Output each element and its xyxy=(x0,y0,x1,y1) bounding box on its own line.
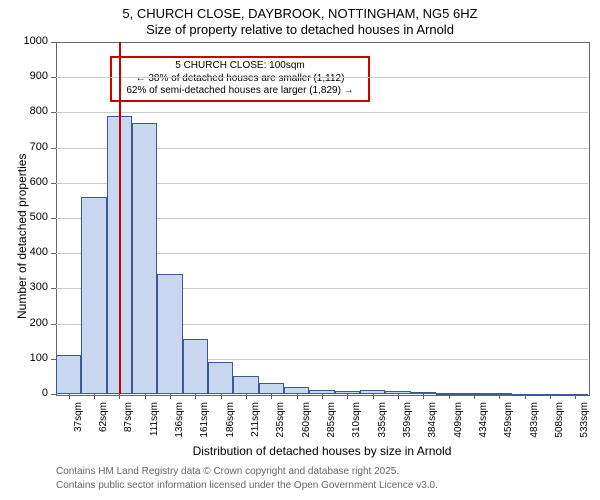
y-tick-label: 300 xyxy=(18,281,48,293)
y-tick-mark xyxy=(51,218,56,219)
x-tick-mark xyxy=(69,394,70,399)
x-tick-mark xyxy=(525,394,526,399)
x-tick-mark xyxy=(195,394,196,399)
x-tick-label: 87sqm xyxy=(123,402,134,446)
gridline xyxy=(56,77,588,78)
x-tick-mark xyxy=(271,394,272,399)
x-tick-label: 508sqm xyxy=(554,402,565,446)
title-line1: 5, CHURCH CLOSE, DAYBROOK, NOTTINGHAM, N… xyxy=(0,6,600,21)
x-tick-label: 111sqm xyxy=(149,402,160,446)
x-tick-mark xyxy=(474,394,475,399)
x-tick-mark xyxy=(398,394,399,399)
x-tick-label: 483sqm xyxy=(529,402,540,446)
y-tick-mark xyxy=(51,288,56,289)
x-tick-label: 285sqm xyxy=(326,402,337,446)
x-tick-mark xyxy=(373,394,374,399)
x-tick-mark xyxy=(322,394,323,399)
y-tick-label: 500 xyxy=(18,211,48,223)
y-tick-label: 400 xyxy=(18,246,48,258)
x-tick-label: 136sqm xyxy=(174,402,185,446)
histogram-bar xyxy=(81,197,106,394)
x-tick-label: 359sqm xyxy=(402,402,413,446)
x-tick-label: 459sqm xyxy=(503,402,514,446)
x-tick-mark xyxy=(449,394,450,399)
x-tick-mark xyxy=(297,394,298,399)
x-tick-label: 211sqm xyxy=(250,402,261,446)
histogram-bar xyxy=(208,362,233,394)
x-tick-label: 37sqm xyxy=(73,402,84,446)
y-tick-mark xyxy=(51,183,56,184)
x-tick-label: 260sqm xyxy=(301,402,312,446)
x-tick-mark xyxy=(499,394,500,399)
chart-container: 5, CHURCH CLOSE, DAYBROOK, NOTTINGHAM, N… xyxy=(0,0,600,500)
y-tick-mark xyxy=(51,77,56,78)
y-tick-mark xyxy=(51,112,56,113)
histogram-bar xyxy=(183,339,208,394)
annotation-line3: 62% of semi-detached houses are larger (… xyxy=(116,85,364,98)
x-tick-label: 335sqm xyxy=(377,402,388,446)
y-tick-label: 800 xyxy=(18,105,48,117)
x-tick-label: 310sqm xyxy=(351,402,362,446)
gridline xyxy=(56,112,588,113)
annotation-box: 5 CHURCH CLOSE: 100sqm ← 38% of detached… xyxy=(110,56,370,102)
x-tick-label: 235sqm xyxy=(275,402,286,446)
y-tick-label: 900 xyxy=(18,70,48,82)
x-tick-label: 434sqm xyxy=(478,402,489,446)
x-tick-mark xyxy=(246,394,247,399)
x-tick-label: 409sqm xyxy=(453,402,464,446)
y-tick-mark xyxy=(51,148,56,149)
y-tick-label: 100 xyxy=(18,352,48,364)
histogram-bar xyxy=(132,123,157,394)
x-tick-mark xyxy=(347,394,348,399)
y-tick-label: 0 xyxy=(18,387,48,399)
y-tick-mark xyxy=(51,324,56,325)
histogram-bar xyxy=(284,387,309,394)
annotation-line1: 5 CHURCH CLOSE: 100sqm xyxy=(116,60,364,73)
x-tick-mark xyxy=(575,394,576,399)
title-line2: Size of property relative to detached ho… xyxy=(0,22,600,37)
x-tick-mark xyxy=(170,394,171,399)
x-axis-label: Distribution of detached houses by size … xyxy=(56,444,588,458)
y-tick-mark xyxy=(51,42,56,43)
histogram-bar xyxy=(233,376,258,394)
annotation-line2: ← 38% of detached houses are smaller (1,… xyxy=(116,73,364,86)
x-tick-label: 384sqm xyxy=(427,402,438,446)
x-tick-label: 186sqm xyxy=(225,402,236,446)
x-tick-label: 533sqm xyxy=(579,402,590,446)
x-tick-mark xyxy=(221,394,222,399)
x-tick-mark xyxy=(550,394,551,399)
x-tick-mark xyxy=(94,394,95,399)
histogram-bar xyxy=(56,355,81,394)
x-tick-mark xyxy=(423,394,424,399)
y-tick-label: 700 xyxy=(18,141,48,153)
y-tick-label: 600 xyxy=(18,176,48,188)
y-tick-label: 200 xyxy=(18,317,48,329)
x-tick-label: 161sqm xyxy=(199,402,210,446)
marker-line xyxy=(119,42,121,394)
y-tick-mark xyxy=(51,394,56,395)
y-tick-label: 1000 xyxy=(18,35,48,47)
footer-line1: Contains HM Land Registry data © Crown c… xyxy=(56,466,399,477)
x-tick-mark xyxy=(119,394,120,399)
histogram-bar xyxy=(259,383,284,394)
footer-line2: Contains public sector information licen… xyxy=(56,480,438,491)
x-tick-label: 62sqm xyxy=(98,402,109,446)
y-tick-mark xyxy=(51,253,56,254)
x-tick-mark xyxy=(145,394,146,399)
histogram-bar xyxy=(157,274,182,394)
